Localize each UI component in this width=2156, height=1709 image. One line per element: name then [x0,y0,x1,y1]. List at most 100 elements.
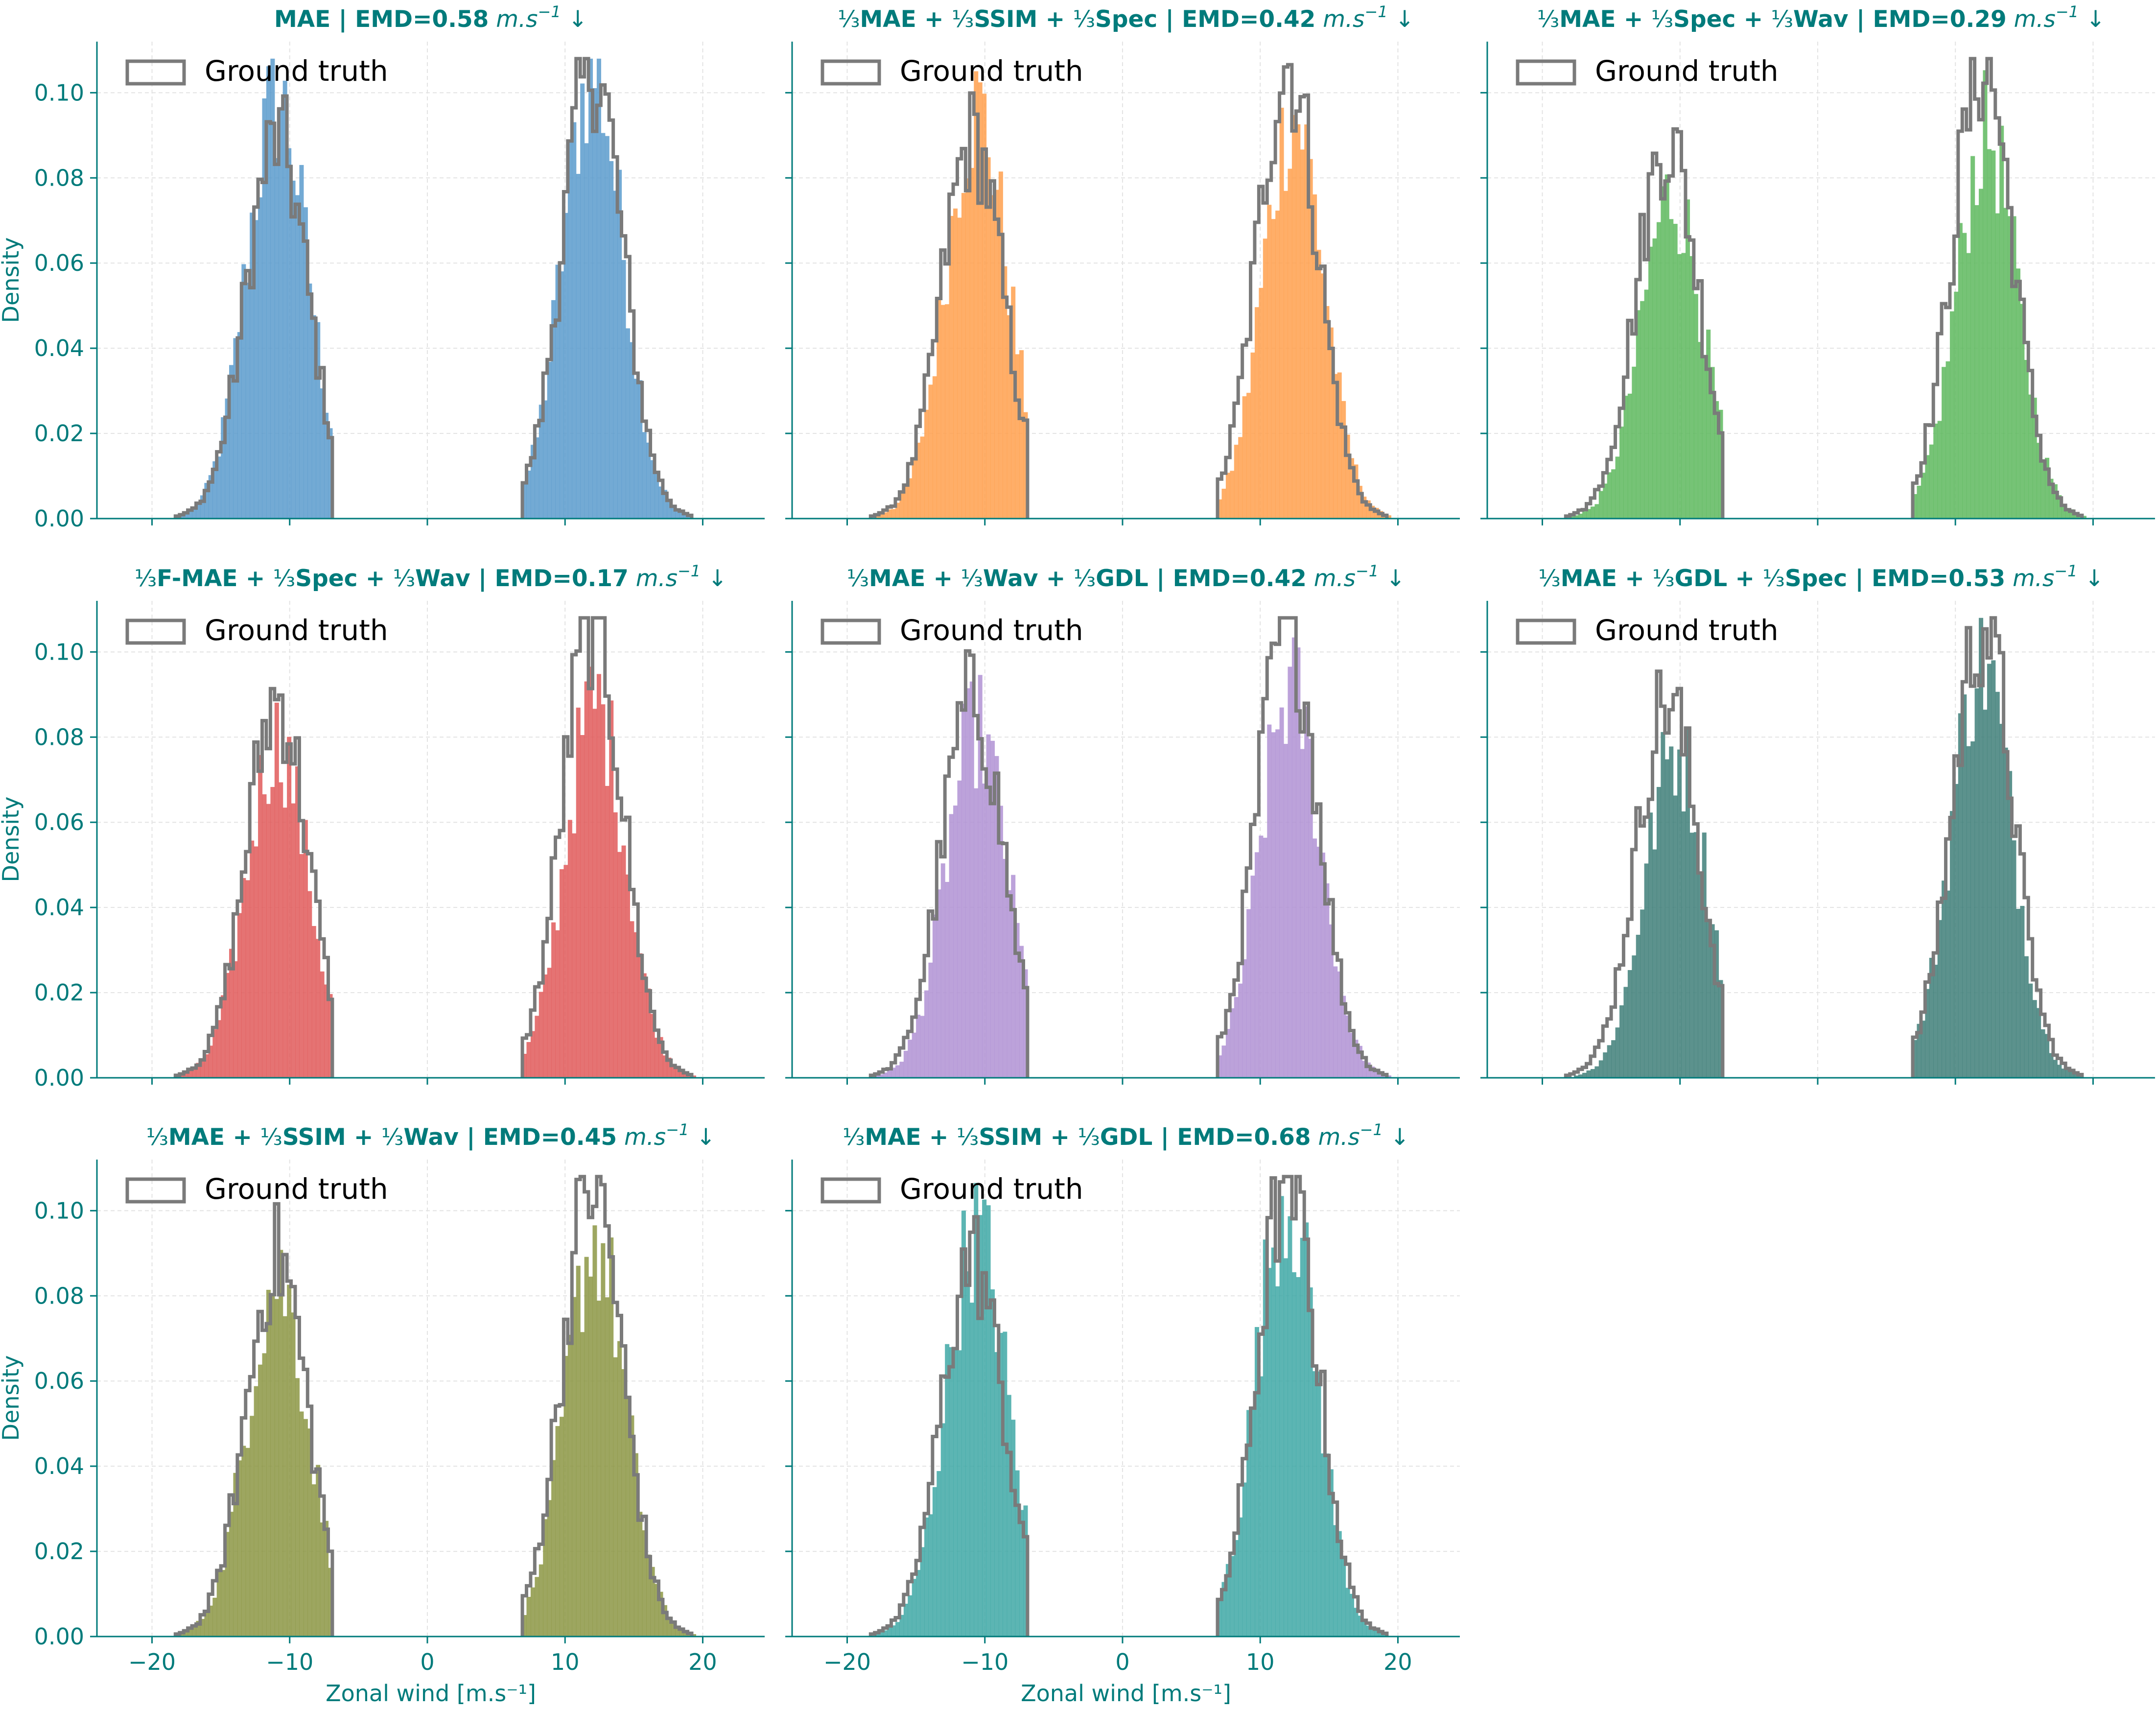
prediction-bar [1015,1470,1020,1637]
prediction-bar [1379,1072,1383,1078]
prediction-bar [1329,924,1334,1078]
prediction-bar [1320,853,1325,1078]
prediction-bar [204,483,209,519]
prediction-bar [662,490,667,519]
prediction-bar [250,213,255,519]
prediction-bar [1366,500,1371,519]
prediction-bar [1284,744,1289,1078]
prediction-bar [1607,1045,1612,1078]
prediction-bar [1983,70,1988,519]
prediction-bar [1578,1074,1583,1078]
prediction-bar [2032,398,2037,519]
prediction-bar [691,1075,696,1078]
prediction-bar [1718,409,1723,519]
prediction-bar [655,1584,659,1637]
ground-truth-step-line [173,57,694,519]
y-tick-label: 0.06 [34,250,84,276]
prediction-bar [1337,372,1342,519]
prediction-bar [2065,1068,2070,1078]
prediction-bar [625,1396,630,1637]
prediction-bar [547,361,552,519]
ground-truth-step-line [173,1175,694,1637]
prediction-bar [1350,458,1355,519]
prediction-bar [937,1471,941,1637]
prediction-bar [258,197,263,519]
prediction-bar [986,734,991,1078]
prediction-bar [990,195,995,519]
prediction-bar [2074,512,2079,519]
prediction-bar [584,681,589,1078]
prediction-bar [1706,920,1711,1078]
prediction-bars [1574,617,2083,1078]
legend-swatch [125,1177,186,1204]
prediction-bar [1970,156,1975,519]
prediction-bar [2020,905,2025,1078]
prediction-bar [1669,219,1674,519]
prediction-bar [1664,759,1669,1078]
prediction-bar [1374,1069,1379,1078]
prediction-bar [567,1334,572,1637]
prediction-bar [1329,327,1334,519]
prediction-bar [1590,1069,1595,1078]
prediction-bar [1974,688,1979,1078]
prediction-bar [1341,401,1346,519]
prediction-bar [961,193,966,519]
prediction-bar [1221,489,1226,519]
prediction-bar [1250,352,1255,519]
prediction-bar [307,891,312,1078]
x-axis-label: Zonal wind [m.s⁻¹] [1021,1680,1231,1707]
prediction-bar [650,460,655,519]
prediction-bar [1271,219,1276,519]
prediction-bar [1370,505,1375,519]
prediction-bar [1238,437,1243,519]
prediction-bar [1925,455,1930,519]
prediction-bar [912,1579,916,1637]
y-tick-label: 0.06 [34,1368,84,1394]
prediction-bar [1279,1196,1284,1637]
prediction-bar [316,1465,321,1637]
prediction-bar [1254,852,1259,1078]
prediction-bar [1611,469,1616,519]
prediction-bar [229,365,234,519]
prediction-bar [1238,983,1243,1078]
prediction-bar [291,180,296,519]
prediction-bar [1574,515,1579,519]
prediction-bar [1574,1075,1579,1078]
prediction-bar [1913,1040,1918,1078]
prediction-bar [1300,1237,1305,1637]
prediction-bar [1019,946,1024,1078]
legend-label: Ground truth [900,614,1083,647]
prediction-bar [1267,205,1272,519]
prediction-bar [225,1532,230,1637]
legend-swatch [125,59,186,86]
prediction-bar [1925,989,1930,1078]
prediction-bar [1267,1268,1272,1637]
prediction-bar [1019,350,1024,519]
prediction-bar [1284,190,1289,519]
prediction-bar [1230,1556,1235,1637]
prediction-bar [1673,795,1678,1078]
prediction-bar [662,1605,667,1637]
prediction-bar [1325,306,1330,519]
prediction-bar [646,988,651,1078]
ground-truth-step-line [1564,57,2084,519]
y-tick-label: 0.04 [34,1453,84,1479]
prediction-bar [1003,266,1008,519]
y-axis-label: Density [0,237,24,323]
prediction-bar [1291,1272,1296,1637]
prediction-bar [572,122,577,519]
prediction-bar [969,681,974,1078]
prediction-bar [1999,724,2004,1078]
prediction-bar [547,968,552,1078]
prediction-bar [642,1530,647,1637]
prediction-bar [1234,997,1239,1078]
prediction-bar [609,700,614,1078]
prediction-bar [279,782,283,1078]
prediction-bar [1308,738,1313,1078]
prediction-bar [1333,1525,1338,1637]
prediction-bar [187,1070,192,1078]
prediction-bar [1983,710,1988,1078]
prediction-bar [671,505,676,519]
subplot-7: −20 −10 0 10 20 0.00 0.02 0.04 0.06 0.08 0.10 Densi… [0,1120,765,1707]
y-tick-label: 0.00 [34,1623,84,1650]
